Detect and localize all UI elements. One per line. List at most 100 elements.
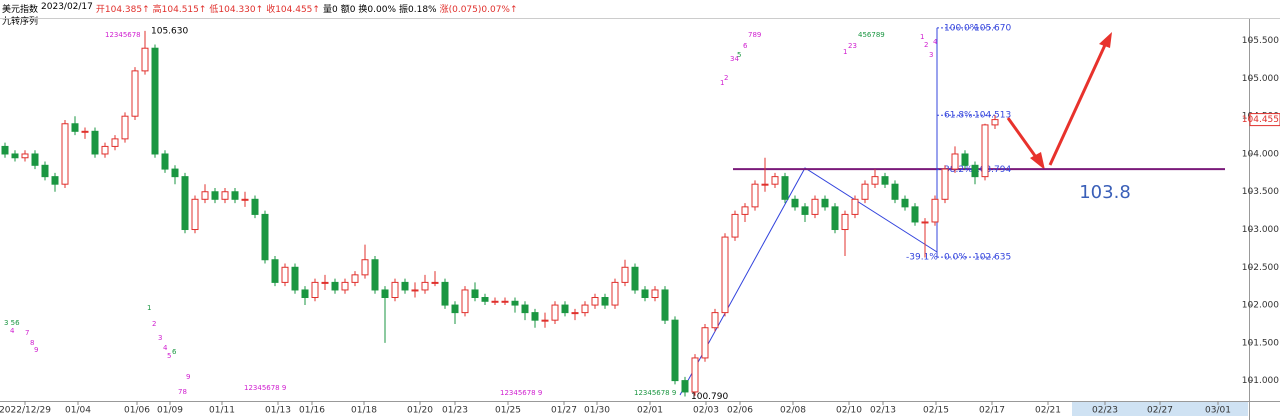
candle-body [541,319,549,322]
nine-sequence-label: 12345678 [105,31,141,39]
y-tick-label: 101.000 [1242,376,1279,386]
nine-sequence-label: 6 [743,42,748,50]
header-item: 高104.515↑ [152,5,207,15]
fib-name: 61.8% [944,111,973,121]
candle-body [601,297,609,306]
candle-body [191,198,199,231]
candle-body [691,357,699,393]
nine-sequence-label: 3 56 [4,319,20,327]
header-item: 美元指数 [2,5,39,15]
candle-body [231,191,239,200]
header-item: 2023/02/17 [41,2,93,12]
x-tick-label: 01/18 [351,406,377,416]
candle-body [441,281,449,306]
candle-body [271,259,279,283]
candle-body [241,198,249,201]
candle-body [471,289,479,299]
candle-body [21,153,29,159]
nine-sequence-label: 23 [848,42,857,50]
candle-body [151,47,159,155]
candle-body [491,300,499,303]
nine-sequence-label: 1 [147,304,151,312]
nine-sequence-label: 12345678 9 [500,389,542,397]
x-tick-label: 02/21 [1035,406,1061,416]
x-tick-label: 02/08 [780,406,806,416]
x-tick-label: 02/03 [693,406,719,416]
fib-name: 38.2% [944,165,973,175]
candle-body [821,198,829,208]
candle-body [751,183,759,208]
nine-sequence-label: 4 [10,327,15,335]
header-item: 量0 [322,5,338,15]
candle-body [961,153,969,166]
x-tick-label: 02/15 [923,406,949,416]
fib-name: 0.0% [944,253,967,263]
candle-body [671,319,679,382]
nine-sequence-label: 2 [152,320,156,328]
x-tick-label: 03/01 [1205,406,1231,416]
candle-body [891,183,899,200]
y-tick-label: 103.500 [1242,187,1279,197]
candle-body [381,289,389,299]
y-tick-label: 102.500 [1242,263,1279,273]
candle-body [661,289,669,321]
nine-sequence-label: 6 [172,348,177,356]
candle-body [951,153,959,170]
nine-sequence-label: 456789 [858,31,885,39]
nine-sequence-label: 4 [933,38,938,46]
nine-sequence-label: 2 [924,41,928,49]
x-tick-label: 01/23 [442,406,468,416]
candle-body [391,281,399,299]
candle-body [41,164,49,178]
candle-body [411,289,419,292]
candle-body [581,304,589,314]
candle-body [451,304,459,314]
candle-body [211,191,219,200]
candle-body [981,124,989,178]
candle-body [641,289,649,299]
x-tick-label: 01/20 [407,406,433,416]
header: 美元指数 2023/02/17 开104.385↑ 高104.515↑ 低104.330… [2,2,518,15]
candle-body [771,176,779,185]
nine-sequence-label: 9 [34,346,38,354]
candle-body [1,145,9,155]
fib-value: 103.794 [974,165,1011,175]
candle-body [761,183,769,186]
candle-body [371,259,379,291]
candle-body [571,312,579,315]
x-tick-label: 01/04 [65,406,91,416]
candle-body [141,47,149,72]
last-price-label: 104.455 [1242,115,1279,125]
nine-sequence-label: 5 [167,352,171,360]
candle-body [841,213,849,231]
candle-body [71,123,79,132]
x-tick-label: 02/27 [1147,406,1173,416]
candle-body [781,176,789,200]
candle-body [991,119,999,126]
header-item: 涨(0.075)0.07%↑ [439,5,518,15]
candle-body [531,312,539,321]
high-label: 105.630 [151,26,188,36]
subtitle: 九转序列 [2,17,39,27]
candle-body [611,281,619,306]
x-tick-label: 02/01 [637,406,663,416]
candle-body [621,266,629,283]
candle-body [831,206,839,231]
y-tick-label: 105.500 [1242,36,1279,46]
y-tick-label: 103.000 [1242,225,1279,235]
candle-body [521,304,529,314]
header-item: 振0.18% [399,5,437,15]
nine-sequence-label: 78 [178,388,187,396]
candle-body [31,153,39,166]
x-tick-label: 02/10 [836,406,862,416]
header-item: 换0.00% [358,5,397,15]
candle-body [461,289,469,314]
nine-sequence-label: 1 [920,33,924,41]
candle-body [651,289,659,299]
candle-body [921,221,929,224]
fib-extension: -39.1% [906,253,938,263]
candle-body [591,297,599,306]
candle-body [61,123,69,185]
candle-body [811,198,819,215]
